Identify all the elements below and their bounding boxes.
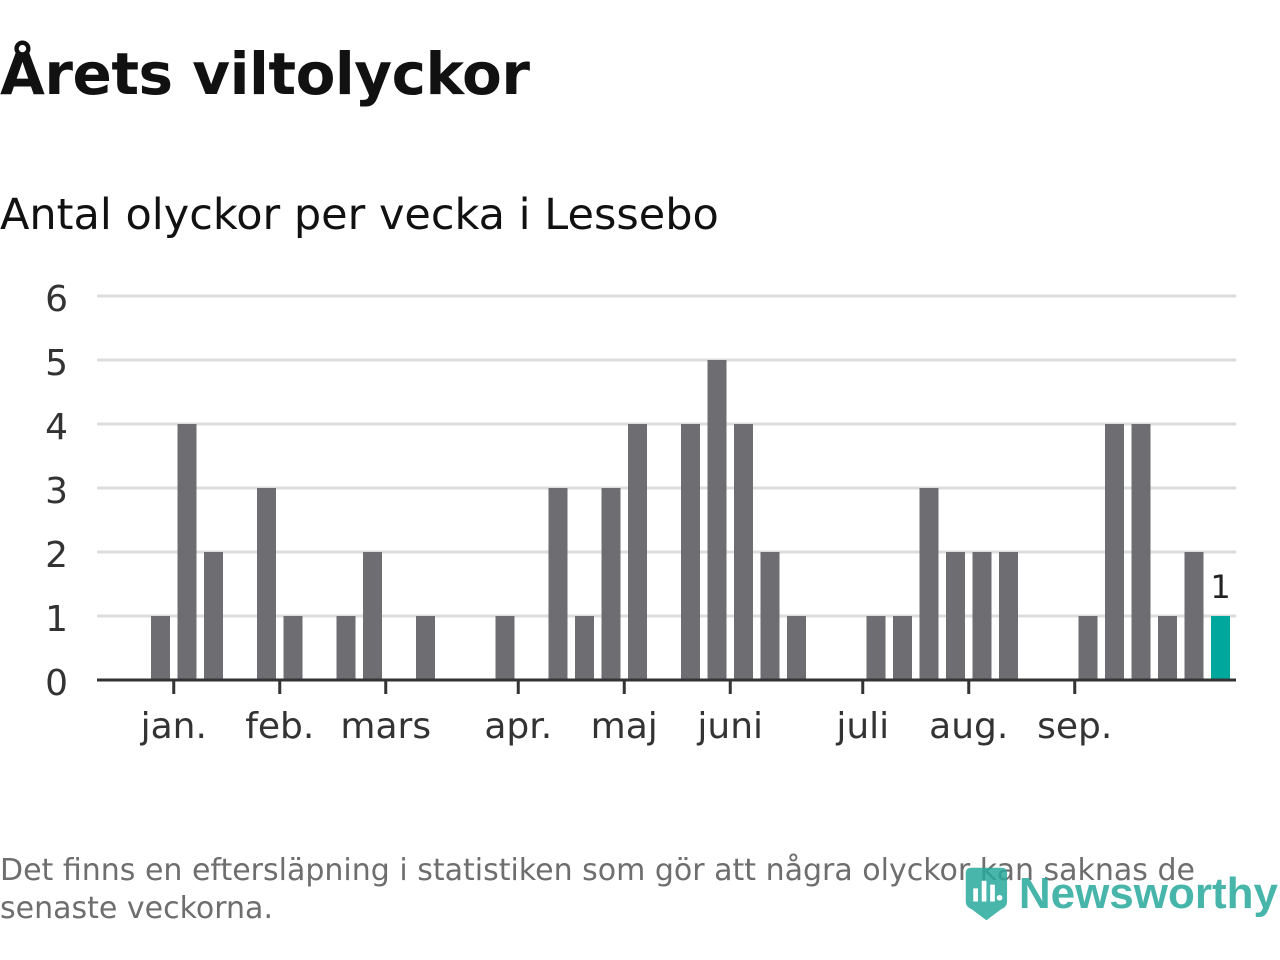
brand-name: Newsworthy [1018, 869, 1278, 918]
y-tick-label: 1 [45, 599, 68, 640]
bar [363, 552, 382, 680]
bar [495, 616, 515, 680]
bar [177, 424, 197, 680]
bar [204, 552, 223, 680]
x-tick-label: mars [340, 706, 431, 747]
bar [628, 424, 647, 680]
x-tick-label: jan. [140, 706, 207, 747]
newsworthy-logo-icon [965, 867, 1008, 921]
bar [151, 616, 170, 680]
x-tick-label: aug. [929, 706, 1008, 747]
bar [1184, 552, 1204, 680]
y-tick-label: 4 [45, 407, 68, 448]
bar [787, 616, 806, 680]
bar [1078, 616, 1098, 680]
y-tick-label: 6 [45, 279, 68, 320]
bar [734, 424, 753, 680]
x-tick-label: juni [696, 706, 763, 747]
bar [548, 488, 568, 680]
data-labels: 1 [1210, 568, 1230, 606]
x-tick-label: juli [835, 706, 889, 747]
bar [919, 488, 939, 680]
chart-subtitle: Antal olyckor per vecka i Lessebo [0, 190, 719, 240]
x-tick-label: sep. [1037, 706, 1112, 747]
bar [999, 552, 1018, 680]
y-tick-label: 0 [45, 663, 68, 704]
bar [866, 616, 886, 680]
bar [707, 360, 727, 680]
bar [575, 616, 594, 680]
bar [283, 616, 303, 680]
bar [946, 552, 965, 680]
y-tick-label: 5 [45, 343, 68, 384]
bar [893, 616, 912, 680]
x-tick-label: feb. [245, 706, 314, 747]
bar [760, 552, 780, 680]
bar [257, 488, 276, 680]
data-label: 1 [1210, 568, 1230, 606]
bar-chart: 0 1 2 3 4 5 6 1 jan. feb. mars apr. maj juni juli aug… [45, 279, 1236, 747]
x-tick-label: maj [591, 706, 658, 747]
brand-logo: Newsworthy [962, 862, 1278, 926]
bar [416, 616, 435, 680]
bar [681, 424, 700, 680]
y-tick-label: 3 [45, 471, 68, 512]
bar [1158, 616, 1177, 680]
bar [1105, 424, 1124, 680]
bars [151, 360, 1230, 680]
bar [1211, 616, 1230, 680]
page-title: Årets viltolyckor [0, 40, 530, 108]
bar [336, 616, 356, 680]
y-tick-label: 2 [45, 535, 68, 576]
bar [972, 552, 992, 680]
x-tick-label: apr. [484, 706, 552, 747]
bar [601, 488, 621, 680]
bar [1131, 424, 1151, 680]
x-axis: jan. feb. mars apr. maj juni juli aug. sep. [97, 678, 1236, 747]
y-axis-ticks: 0 1 2 3 4 5 6 [45, 279, 68, 704]
